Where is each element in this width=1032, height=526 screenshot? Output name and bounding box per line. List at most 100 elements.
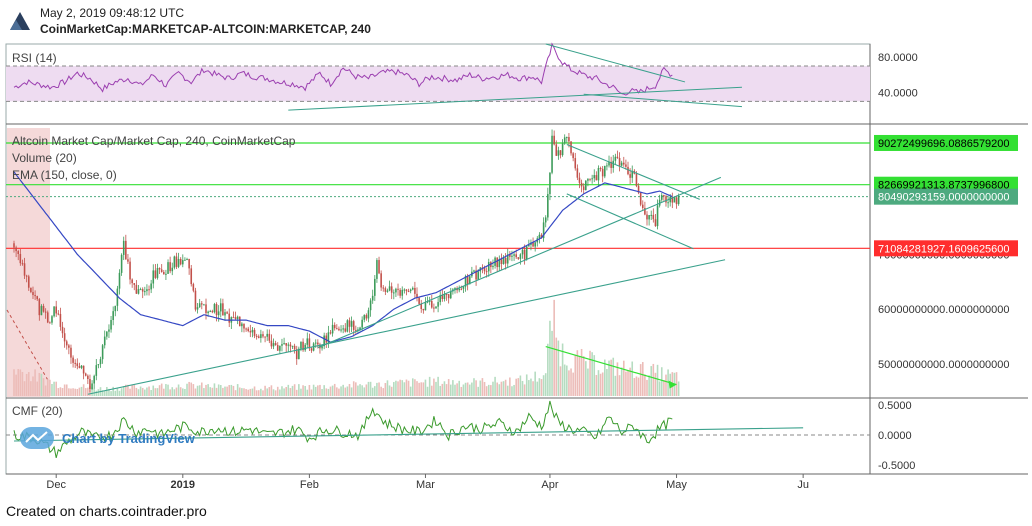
volume-bar <box>627 370 629 396</box>
candle-body <box>616 156 619 159</box>
volume-bar <box>601 372 604 396</box>
candle-body <box>97 364 100 366</box>
volume-trend-arrow <box>545 346 677 386</box>
candle-body <box>528 244 530 247</box>
candle-body <box>70 347 72 358</box>
volume-bar <box>490 385 492 396</box>
volume-bar <box>144 389 146 396</box>
volume-bar <box>608 360 610 396</box>
candle-body <box>612 160 615 168</box>
candle-body <box>232 317 235 319</box>
candle-body <box>618 158 621 166</box>
candle-body <box>127 259 129 262</box>
volume-bar <box>532 381 534 396</box>
volume-bar <box>230 384 233 396</box>
candle-body <box>475 270 477 280</box>
volume-bar <box>312 384 315 396</box>
snapshot-date: May 2, 2019 09:48:12 UTC <box>40 6 185 20</box>
volume-bar <box>447 379 450 396</box>
volume-bar <box>599 373 602 396</box>
volume-bar <box>656 364 659 396</box>
volume-bar <box>557 340 560 396</box>
volume-bar <box>293 384 296 396</box>
volume-bar <box>207 384 209 396</box>
volume-bar <box>200 382 203 396</box>
volume-bar <box>127 384 129 396</box>
candle-body <box>542 222 545 239</box>
volume-bar <box>158 385 161 396</box>
candle-body <box>338 328 340 331</box>
volume-bar <box>276 386 279 396</box>
volume-bar <box>323 385 325 396</box>
candle-body <box>211 311 214 313</box>
arrow-head-icon <box>668 380 677 389</box>
volume-bar <box>82 384 85 396</box>
candle-body <box>344 328 347 332</box>
candle-body <box>57 313 60 315</box>
volume-bar <box>365 384 368 396</box>
volume-bar <box>585 361 587 396</box>
candle-body <box>272 343 275 347</box>
candle-body <box>580 182 583 187</box>
volume-bar <box>36 381 39 396</box>
volume-bar <box>304 385 306 396</box>
chart-svg[interactable]: RSI (14) 80.0000 40.0000 Altcoin Market Cap… <box>0 42 1032 494</box>
candle-body <box>78 366 81 368</box>
candle-body <box>40 305 43 316</box>
candle-body <box>576 168 579 178</box>
volume-bar <box>542 375 545 396</box>
candle-body <box>397 288 399 290</box>
volume-bar <box>513 384 515 396</box>
footer-credit: Created on charts.cointrader.pro <box>6 503 207 519</box>
candle-body <box>283 343 285 345</box>
level-tag: 90272499696.0886579200 <box>878 138 1010 150</box>
chart-area[interactable]: RSI (14) 80.0000 40.0000 Altcoin Market Cap… <box>0 42 1032 494</box>
volume-bar <box>437 376 439 396</box>
volume-bar <box>281 386 283 396</box>
candle-body <box>317 342 319 345</box>
volume-bar <box>521 380 524 396</box>
volume-bar <box>184 388 186 396</box>
candle-body <box>236 316 239 319</box>
candle-body <box>165 273 167 275</box>
volume-bar <box>473 378 475 396</box>
candle-body <box>568 137 570 142</box>
candle-body <box>367 310 370 319</box>
tradingview-watermark: Chart by TradingView <box>20 427 196 449</box>
candle-body <box>91 383 93 390</box>
candle-body <box>639 192 642 205</box>
candle-body <box>186 258 188 260</box>
volume-bar <box>631 361 634 396</box>
volume-bar <box>568 370 570 396</box>
volume-bar <box>146 387 148 396</box>
candle-body <box>430 301 433 308</box>
volume-bar <box>68 388 70 396</box>
candle-body <box>72 357 74 363</box>
volume-bar <box>525 374 528 396</box>
volume-bar <box>441 383 444 396</box>
price-tick-label: 60000000000.0000000000 <box>878 304 1010 316</box>
candle-body <box>68 345 70 348</box>
volume-bar <box>17 369 20 396</box>
volume-bar <box>27 372 30 396</box>
volume-bar <box>538 378 541 396</box>
candle-body <box>51 316 53 323</box>
volume-bar <box>388 385 391 396</box>
candle-body <box>129 261 131 280</box>
candle-body <box>359 327 361 330</box>
volume-bar <box>120 388 123 396</box>
volume-bar <box>576 350 579 396</box>
candle-body <box>593 175 596 179</box>
volume-bar <box>616 362 619 396</box>
volume-bar <box>523 384 526 396</box>
candle-body <box>449 291 452 299</box>
volume-bar <box>418 382 420 396</box>
volume-bar <box>363 387 366 396</box>
candle-body <box>76 363 79 367</box>
candle-body <box>222 303 224 316</box>
candle-body <box>106 331 108 337</box>
candle-body <box>213 304 216 313</box>
volume-bar <box>369 381 372 396</box>
candle-body <box>336 328 338 330</box>
candle-body <box>553 135 555 145</box>
